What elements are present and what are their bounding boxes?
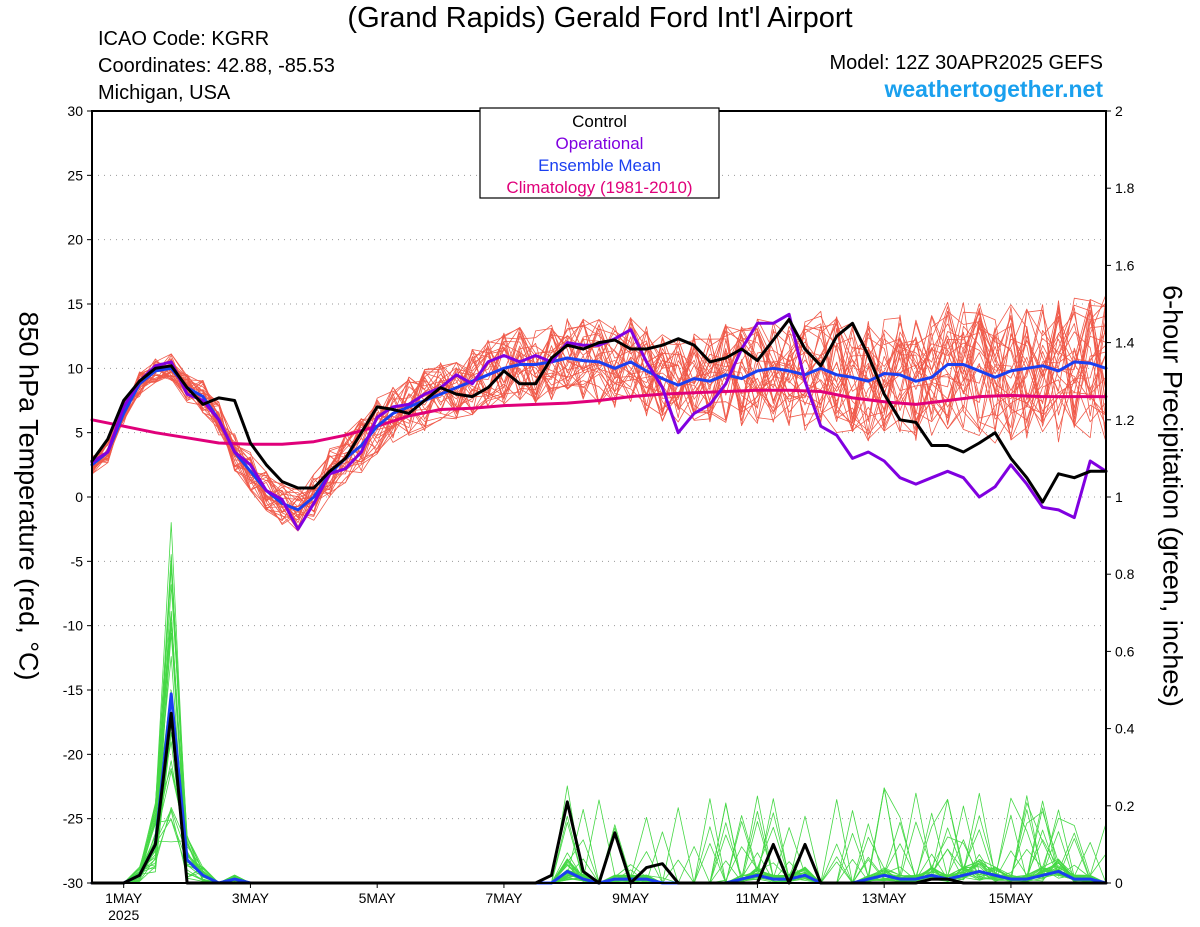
x-tick-label: 11MAY	[736, 890, 780, 906]
legend-label: Control	[572, 112, 627, 131]
control-temperature-line	[90, 317, 1108, 504]
ensemble-member-temp-line	[91, 297, 1107, 521]
x-tick-label: 15MAY	[989, 890, 1035, 906]
ensemble-member-precip-line	[91, 611, 1107, 884]
legend-label: Operational	[556, 134, 644, 153]
y-tick-label-left: 0	[75, 489, 83, 505]
y-tick-label-right: 0	[1115, 875, 1123, 891]
x-tick-label: 13MAY	[862, 890, 908, 906]
y-tick-label-right: 0.2	[1115, 798, 1135, 814]
x-tick-label: 3MAY	[232, 890, 270, 906]
y-tick-label-right: 2	[1115, 103, 1123, 119]
ensemble-member-precip-line	[91, 556, 1107, 884]
chart-title: (Grand Rapids) Gerald Ford Int'l Airport	[347, 2, 853, 34]
y-tick-label-left: -15	[63, 682, 83, 698]
ensemble-member-precip-line	[91, 565, 1107, 884]
ensemble-member-precip-line	[91, 584, 1107, 884]
ensemble-member-temp-line	[91, 310, 1107, 513]
ensemble-member-temp-line	[91, 304, 1107, 523]
y-tick-label-right: 1	[1115, 489, 1123, 505]
ensemble-member-temp-line	[91, 304, 1107, 513]
ensemble-member-precip-line	[91, 760, 1107, 884]
y-tick-label-right: 0.8	[1115, 566, 1135, 582]
ensemble-member-temp-line	[91, 306, 1107, 518]
ensemble-member-temp-line	[91, 299, 1107, 511]
ensemble-member-precip-line	[91, 562, 1107, 884]
y-tick-label-left: -10	[63, 618, 83, 634]
x-tick-label: 1MAY	[105, 890, 143, 906]
ensemble-member-precip-line	[91, 689, 1107, 884]
y-tick-label-right: 1.8	[1115, 180, 1135, 196]
x-tick-label: 5MAY	[359, 890, 397, 906]
y-tick-label-right: 1.4	[1115, 335, 1135, 351]
y-tick-label-left: 25	[67, 167, 83, 183]
ensemble-member-temp-line	[91, 304, 1107, 524]
ensemble-member-temp-line	[91, 311, 1107, 528]
plot-frame	[91, 110, 1107, 884]
website-label: weathertogether.net	[884, 76, 1103, 102]
ensemble-member-precip-line	[91, 554, 1107, 884]
y-tick-label-right: 0.4	[1115, 721, 1135, 737]
legend-label: Ensemble Mean	[538, 156, 661, 175]
ensemble-member-precip-line	[91, 724, 1107, 884]
y-tick-label-left: -20	[63, 746, 83, 762]
y-tick-label-left: 20	[67, 232, 83, 248]
ensemble-member-precip-line	[91, 723, 1107, 884]
ensemble-member-precip-line	[91, 792, 1107, 884]
operational-temperature-line	[90, 312, 1108, 531]
mean-precipitation-line	[90, 692, 1108, 885]
ensemble-member-precip-line	[91, 799, 1107, 884]
ensemble-member-temp-line	[91, 299, 1107, 513]
y-tick-label-left: -25	[63, 811, 83, 827]
y-tick-label-left: 10	[67, 360, 83, 376]
y-tick-label-left: 30	[67, 103, 83, 119]
ensemble-member-precip-line	[91, 800, 1107, 884]
ensemble-member-temp-line	[91, 306, 1107, 507]
legend-label: Climatology (1981-2010)	[506, 178, 692, 197]
climatology-temperature-line	[90, 388, 1108, 446]
coordinates: Coordinates: 42.88, -85.53	[98, 55, 335, 77]
y-tick-label-right: 1.2	[1115, 412, 1135, 428]
x-tick-label: 9MAY	[612, 890, 650, 906]
ensemble-member-precip-line	[91, 610, 1107, 884]
y-tick-label-left: 5	[75, 425, 83, 441]
x-tick-label: 7MAY	[485, 890, 523, 906]
ensemble-member-temp-line	[91, 318, 1107, 520]
model-label: Model: 12Z 30APR2025 GEFS	[829, 52, 1103, 74]
y-tick-label-left: -30	[63, 875, 83, 891]
icao-code: ICAO Code: KGRR	[98, 28, 270, 50]
ensemble-member-precip-line	[91, 716, 1107, 884]
y-tick-label-left: -5	[71, 553, 84, 569]
y-tick-label-left: 15	[67, 296, 83, 312]
legend-box	[479, 107, 720, 199]
location: Michigan, USA	[98, 82, 231, 104]
ensemble-member-precip-line	[91, 566, 1107, 884]
y-tick-label-right: 1.6	[1115, 257, 1135, 273]
x-tick-sublabel: 2025	[108, 907, 139, 923]
ensemble-member-precip-line	[91, 613, 1107, 884]
y-tick-label-right: 0.6	[1115, 643, 1135, 659]
